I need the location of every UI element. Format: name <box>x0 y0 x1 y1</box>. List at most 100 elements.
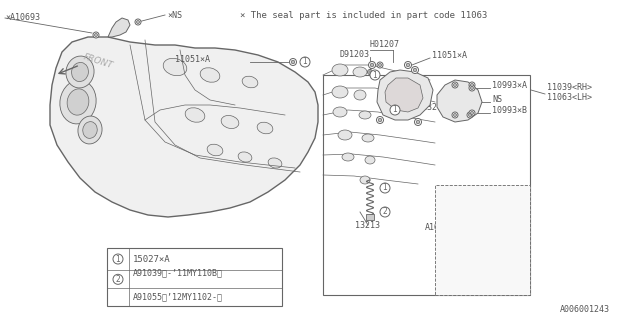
Ellipse shape <box>66 56 94 88</box>
Text: 1: 1 <box>116 254 120 264</box>
Circle shape <box>416 120 420 124</box>
Text: 1: 1 <box>392 106 397 115</box>
Circle shape <box>95 34 97 36</box>
Circle shape <box>378 118 381 122</box>
Polygon shape <box>50 37 318 217</box>
Circle shape <box>406 63 410 67</box>
Text: NS: NS <box>410 91 420 100</box>
Circle shape <box>454 84 456 86</box>
Ellipse shape <box>354 90 366 100</box>
Ellipse shape <box>207 144 223 156</box>
Circle shape <box>291 60 295 64</box>
Ellipse shape <box>359 111 371 119</box>
Polygon shape <box>377 70 433 120</box>
Ellipse shape <box>163 58 187 76</box>
Circle shape <box>452 112 458 118</box>
Ellipse shape <box>338 130 352 140</box>
Ellipse shape <box>365 156 375 164</box>
Text: 1: 1 <box>303 58 307 67</box>
Text: × The seal part is included in part code 11063: × The seal part is included in part code… <box>240 11 487 20</box>
Circle shape <box>452 82 458 88</box>
Ellipse shape <box>78 116 102 144</box>
Text: 11039<RH>: 11039<RH> <box>547 83 592 92</box>
Circle shape <box>369 61 376 68</box>
Circle shape <box>380 183 390 193</box>
Circle shape <box>378 63 381 67</box>
Circle shape <box>380 207 390 217</box>
Ellipse shape <box>333 107 347 117</box>
Text: 1: 1 <box>372 70 378 79</box>
Text: 11063<LH>: 11063<LH> <box>547 93 592 102</box>
Text: D91203: D91203 <box>340 50 370 59</box>
Bar <box>435 185 530 295</box>
Circle shape <box>470 111 474 115</box>
Circle shape <box>470 84 474 86</box>
Circle shape <box>367 69 372 75</box>
Text: A10693: A10693 <box>425 223 455 232</box>
Ellipse shape <box>185 108 205 122</box>
Circle shape <box>300 57 310 67</box>
Ellipse shape <box>342 153 354 161</box>
Circle shape <box>404 61 412 68</box>
Circle shape <box>412 67 419 74</box>
Circle shape <box>454 114 456 116</box>
Circle shape <box>390 105 400 115</box>
Text: ×NS: ×NS <box>167 11 182 20</box>
Text: 11051×A: 11051×A <box>432 51 467 60</box>
Text: A006001243: A006001243 <box>560 305 610 314</box>
Circle shape <box>413 68 417 72</box>
Text: 10993×B: 10993×B <box>492 106 527 115</box>
Ellipse shape <box>242 76 258 88</box>
Ellipse shape <box>353 67 367 77</box>
Circle shape <box>469 82 475 88</box>
Text: A91055（’12MY1102-）: A91055（’12MY1102-） <box>133 293 223 302</box>
Circle shape <box>376 116 383 124</box>
Circle shape <box>93 32 99 38</box>
Circle shape <box>289 59 296 66</box>
Text: H01207: H01207 <box>370 40 400 49</box>
Text: FRONT: FRONT <box>82 52 114 70</box>
Bar <box>107 248 282 306</box>
Ellipse shape <box>238 152 252 162</box>
Circle shape <box>369 71 371 73</box>
Circle shape <box>113 274 123 284</box>
Ellipse shape <box>72 62 88 82</box>
Text: 15027×A: 15027×A <box>133 254 171 264</box>
Circle shape <box>415 118 422 125</box>
Text: ×A10693: ×A10693 <box>5 12 40 21</box>
Ellipse shape <box>360 176 370 184</box>
Ellipse shape <box>332 64 348 76</box>
Text: 2: 2 <box>383 207 387 217</box>
Polygon shape <box>385 78 423 112</box>
Ellipse shape <box>257 122 273 134</box>
Ellipse shape <box>221 116 239 129</box>
Ellipse shape <box>268 158 282 168</box>
Text: 13214: 13214 <box>422 103 447 112</box>
Text: 2: 2 <box>116 275 120 284</box>
Circle shape <box>470 86 474 90</box>
Circle shape <box>469 110 475 116</box>
Ellipse shape <box>332 86 348 98</box>
Polygon shape <box>108 18 130 37</box>
Circle shape <box>371 63 374 67</box>
Circle shape <box>370 70 380 80</box>
Ellipse shape <box>60 80 96 124</box>
Polygon shape <box>437 80 482 122</box>
Text: 13213: 13213 <box>355 221 380 230</box>
Ellipse shape <box>83 122 97 138</box>
Circle shape <box>135 19 141 25</box>
Circle shape <box>377 62 383 68</box>
Text: NS: NS <box>492 95 502 104</box>
Circle shape <box>136 20 140 23</box>
Text: 10993×A: 10993×A <box>492 81 527 90</box>
Circle shape <box>113 254 123 264</box>
Ellipse shape <box>67 89 89 115</box>
Text: 11051×A: 11051×A <box>175 55 210 64</box>
Bar <box>323 75 530 295</box>
Circle shape <box>469 85 475 91</box>
Circle shape <box>468 114 472 116</box>
Text: 1: 1 <box>383 183 387 193</box>
Text: A91039（-’11MY110B）: A91039（-’11MY110B） <box>133 268 223 277</box>
Bar <box>366 214 374 220</box>
Ellipse shape <box>362 134 374 142</box>
